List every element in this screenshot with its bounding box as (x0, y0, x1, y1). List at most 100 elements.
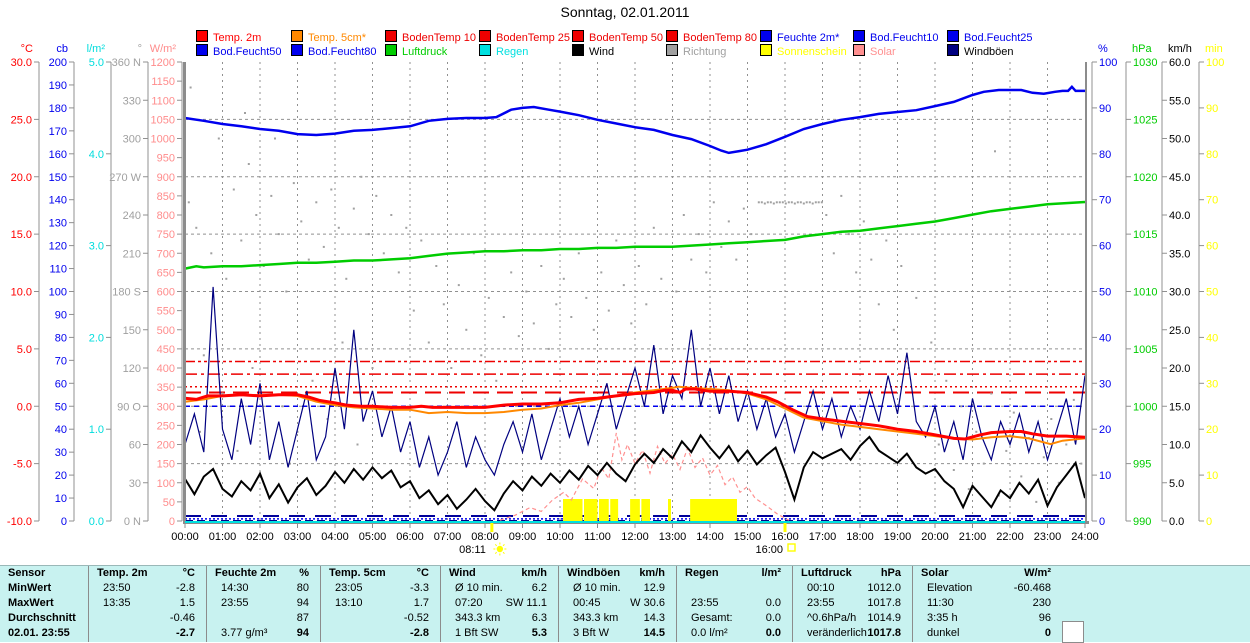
legend-item-bod-feucht10: Bod.Feucht10 (853, 30, 939, 44)
legend-swatch (385, 30, 397, 42)
cell-value: 14.3 (643, 612, 665, 624)
cell-value: -60.468 (1013, 582, 1051, 594)
cell-label: 00:45 (573, 597, 601, 609)
sunrise-marker: 08:11 (459, 523, 507, 556)
cell-label: 343.3 km (455, 612, 501, 624)
legend-swatch (947, 30, 959, 42)
cell-label: 07:20 (455, 597, 483, 609)
cell-label: 3:35 h (927, 612, 958, 624)
cell-value: 96 (1038, 612, 1051, 624)
column-unit: km/h (639, 567, 665, 579)
cell-value: 1012.0 (867, 582, 901, 594)
svg-text:10.0: 10.0 (1169, 440, 1190, 452)
cell-value: -0.46 (169, 612, 195, 624)
svg-text:50: 50 (1206, 287, 1218, 299)
column-name: Wind (449, 567, 476, 579)
svg-text:60: 60 (129, 440, 141, 452)
svg-text:900: 900 (157, 172, 175, 184)
svg-text:1015: 1015 (1133, 229, 1157, 241)
svg-text:90: 90 (55, 309, 67, 321)
svg-text:1.0: 1.0 (89, 424, 104, 436)
svg-text:30.0: 30.0 (1169, 287, 1190, 299)
series-richtung (187, 86, 1083, 503)
svg-text:1010: 1010 (1133, 287, 1157, 299)
chart-canvas: °C 30.0 25.0 20.0 15.0 10.0 5.0 0.0 -5.0 -10.0 cb 2… (7, 43, 1224, 556)
svg-text:15.0: 15.0 (1169, 401, 1190, 413)
svg-text:100: 100 (1206, 57, 1224, 69)
svg-text:55.0: 55.0 (1169, 95, 1190, 107)
legend-swatch (760, 30, 772, 42)
svg-text:150: 150 (49, 172, 67, 184)
legend-label: Regen (496, 46, 529, 58)
legend-item-bod-feucht50: Bod.Feucht50 (196, 44, 282, 58)
column-name: Temp. 2m (97, 567, 148, 579)
column-unit: °C (416, 567, 429, 579)
column-name: Luftdruck (801, 567, 852, 579)
cell-value: 1017.8 (867, 597, 901, 609)
cell-label: 23:50 (103, 582, 131, 594)
svg-text:25.0: 25.0 (11, 114, 32, 126)
svg-text:330: 330 (123, 95, 141, 107)
svg-text:50: 50 (55, 401, 67, 413)
svg-text:l/m²: l/m² (87, 43, 106, 55)
svg-text:0: 0 (61, 516, 67, 528)
column-unit: l/m² (761, 567, 781, 579)
cell-value: -3.3 (410, 582, 429, 594)
cell-label: Elevation (927, 582, 973, 594)
cell-value: 94 (296, 597, 309, 609)
cell-label: 23:55 (691, 597, 719, 609)
svg-text:150: 150 (157, 459, 175, 471)
svg-text:1150: 1150 (151, 76, 175, 88)
svg-text:200: 200 (157, 440, 175, 452)
svg-text:1100: 1100 (151, 95, 175, 107)
svg-text:25.0: 25.0 (1169, 325, 1190, 337)
svg-text:5.0: 5.0 (1169, 478, 1184, 490)
svg-text:00:00: 00:00 (171, 531, 199, 543)
svg-text:40.0: 40.0 (1169, 210, 1190, 222)
cell-value: 80 (296, 582, 309, 594)
cell-value: 14.5 (643, 627, 665, 639)
svg-text:20: 20 (55, 470, 67, 482)
svg-text:30: 30 (1206, 378, 1218, 390)
svg-text:0.0: 0.0 (89, 516, 104, 528)
axis-km/h: km/h 60.0 55.0 50.0 45.0 40.0 35.0 30.0 25.0 20.0… (1161, 43, 1192, 528)
axis-hPa: hPa 1030 1025 1020 1015 1010 1005 1000 995 990 (1125, 43, 1157, 528)
svg-text:240: 240 (123, 210, 141, 222)
legend-item-regen: Regen (479, 44, 529, 58)
column-name: Windböen (567, 567, 621, 579)
table-column-temp-2m: Temp. 2m °C 23:50 -2.8 13:35 1.5 -0.46 -2.7 (88, 566, 207, 642)
table-column-solar: Solar W/m² Elevation -60.468 11:30 230 3:35 h 9… (912, 566, 1063, 642)
legend-label: Wind (589, 46, 615, 58)
cell-label: 11:30 (927, 597, 954, 609)
svg-text:16:00: 16:00 (771, 531, 799, 543)
legend-label: Temp. 5cm* (308, 32, 367, 44)
svg-text:°: ° (138, 43, 142, 55)
cell-label: Ø 10 min. (455, 582, 503, 594)
svg-text:21:00: 21:00 (959, 531, 987, 543)
table-column-luftdruck: Luftdruck hPa 00:10 1012.0 23:55 1017.8 ^0.6hP… (792, 566, 913, 642)
legend-item-wind: Wind (572, 44, 615, 58)
row-header: MaxWert (8, 597, 54, 609)
svg-text:400: 400 (157, 363, 175, 375)
cell-value: -2.7 (176, 627, 195, 639)
table-corner-box[interactable] (1062, 621, 1084, 643)
svg-text:50: 50 (163, 497, 175, 509)
legend-label: Temp. 2m (213, 32, 262, 44)
svg-text:100: 100 (1099, 57, 1117, 69)
legend-swatch (385, 44, 397, 56)
svg-text:04:00: 04:00 (321, 531, 349, 543)
svg-text:90: 90 (1206, 103, 1218, 115)
legend-swatch (947, 44, 959, 56)
svg-text:14:00: 14:00 (696, 531, 724, 543)
svg-text:20: 20 (1206, 424, 1218, 436)
cell-value: W 30.6 (630, 597, 665, 609)
svg-text:120: 120 (123, 363, 141, 375)
svg-text:24:00: 24:00 (1071, 531, 1099, 543)
cell-label: 00:10 (807, 582, 835, 594)
svg-text:23:00: 23:00 (1034, 531, 1062, 543)
column-unit: °C (182, 567, 195, 579)
table-column-wind: Wind km/h Ø 10 min. 6.2 07:20 SW 11.1 343.3 km… (440, 566, 559, 642)
